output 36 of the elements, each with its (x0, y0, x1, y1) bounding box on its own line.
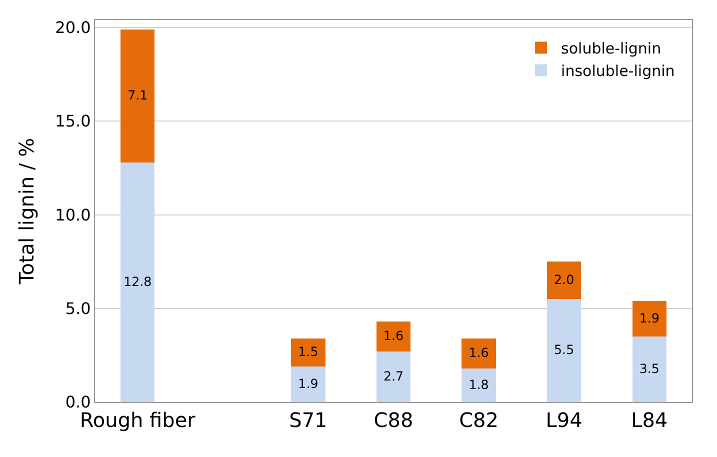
bar (547, 299, 582, 402)
data-label: 1.6 (383, 328, 404, 344)
bar (547, 262, 582, 300)
data-label: 1.5 (298, 344, 318, 359)
x-tick-label: L84 (631, 408, 668, 432)
data-label: 2.0 (554, 272, 574, 287)
data-label: 5.5 (554, 342, 574, 358)
data-label: 12.8 (124, 274, 152, 289)
x-tick-label: S71 (289, 408, 328, 432)
bar (462, 338, 496, 368)
bar (120, 29, 155, 162)
data-label: 1.8 (468, 376, 489, 392)
data-label: 1.9 (298, 376, 318, 391)
y-tick-label: 5.0 (65, 298, 91, 318)
y-axis-title: Total lignin / % (14, 138, 39, 286)
x-tick-label: C82 (459, 408, 498, 432)
legend-label: insoluble-lignin (561, 62, 675, 80)
data-label: 7.1 (128, 87, 148, 102)
y-tick-label: 10.0 (55, 205, 91, 224)
y-tick-label: 15.0 (55, 112, 91, 131)
data-label: 1.6 (468, 344, 489, 360)
data-label: 3.5 (639, 360, 660, 376)
legend-label: soluble-lignin (561, 40, 662, 58)
data-label: 2.7 (383, 368, 404, 384)
x-tick-label: C88 (374, 408, 414, 432)
bar (632, 300, 666, 336)
bar (291, 366, 326, 402)
data-label: 1.9 (639, 310, 660, 326)
bar (291, 338, 326, 366)
bar (120, 162, 155, 402)
bar (376, 351, 411, 402)
bar (376, 321, 411, 352)
y-tick-label: 20.0 (55, 18, 91, 38)
bar (462, 368, 496, 402)
x-tick-label: L94 (546, 408, 582, 432)
bar (632, 336, 666, 402)
